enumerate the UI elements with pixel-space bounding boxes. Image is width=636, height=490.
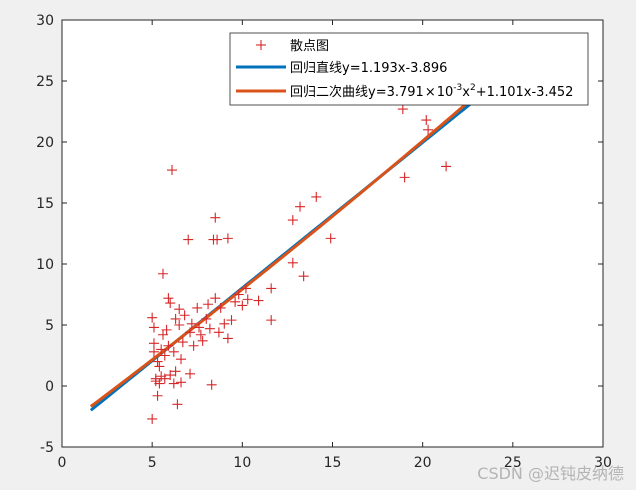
- scatter-point: [154, 361, 165, 372]
- scatter-point: [185, 368, 196, 379]
- scatter-point: [185, 327, 196, 338]
- y-tick-label: 0: [45, 379, 54, 395]
- scatter-point: [170, 366, 181, 377]
- scatter-point: [441, 161, 452, 172]
- scatter-point: [174, 320, 185, 330]
- y-tick-label: 20: [36, 135, 54, 151]
- scatter-point: [298, 271, 309, 282]
- scatter-point: [423, 124, 434, 135]
- x-tick-label: 15: [324, 455, 342, 471]
- legend-label-quadratic: 回归二次曲线y=3.791×10-3x2+1.101x-3.452: [290, 83, 573, 100]
- scatter-point: [215, 302, 226, 313]
- scatter-point: [204, 323, 215, 334]
- scatter-point: [148, 322, 159, 333]
- y-tick-label: 30: [36, 13, 54, 29]
- scatter-point: [148, 338, 159, 349]
- scatter-point: [186, 318, 197, 329]
- scatter-point: [156, 344, 167, 355]
- scatter-point: [177, 337, 188, 348]
- scatter-point: [188, 340, 199, 351]
- scatter-point: [152, 390, 163, 401]
- scatter-point: [201, 313, 212, 324]
- quadratic-regression-curve: [89, 96, 475, 408]
- x-tick-label: 10: [233, 455, 251, 471]
- scatter-points: [147, 104, 452, 424]
- scatter-point: [170, 313, 181, 324]
- scatter-point: [197, 335, 208, 346]
- y-tick-label: 5: [45, 318, 54, 334]
- scatter-point: [163, 340, 174, 351]
- scatter-point: [210, 212, 221, 223]
- scatter-point: [152, 356, 163, 367]
- scatter-point: [266, 315, 277, 326]
- scatter-point: [157, 268, 168, 279]
- scatter-point: [399, 172, 410, 183]
- scatter-point: [253, 295, 264, 306]
- scatter-point: [194, 322, 205, 333]
- scatter-point: [242, 294, 253, 305]
- scatter-point: [287, 257, 298, 268]
- scatter-point: [167, 165, 178, 176]
- scatter-point: [165, 298, 176, 309]
- scatter-point: [154, 378, 165, 389]
- scatter-point: [219, 318, 230, 329]
- y-tick-label: -5: [40, 440, 54, 456]
- legend: 散点图 回归直线y=1.193x-3.896 回归二次曲线y=3.791×10-…: [229, 32, 589, 106]
- scatter-point: [168, 378, 179, 389]
- legend-label-scatter: 散点图: [290, 39, 329, 54]
- x-tick-label: 25: [504, 455, 522, 471]
- scatter-point: [222, 333, 233, 344]
- scatter-point: [192, 302, 203, 313]
- scatter-point: [212, 234, 223, 245]
- scatter-point: [195, 329, 206, 340]
- scatter-point: [161, 324, 172, 335]
- legend-label-linear: 回归直线y=1.193x-3.896: [290, 61, 447, 76]
- scatter-point: [222, 233, 233, 244]
- regression-lines: [89, 96, 475, 412]
- y-tick-label: 15: [36, 196, 54, 212]
- scatter-point: [147, 413, 158, 424]
- scatter-point: [266, 283, 277, 294]
- scatter-point: [172, 399, 183, 410]
- scatter-point: [165, 370, 176, 381]
- scatter-point: [233, 289, 244, 300]
- legend-marker-scatter: [256, 40, 266, 50]
- scatter-point: [240, 283, 251, 294]
- scatter-point: [421, 115, 432, 126]
- scatter-point: [203, 299, 214, 310]
- scatter-point: [325, 233, 336, 244]
- scatter-point: [163, 293, 174, 304]
- scatter-point: [397, 104, 408, 115]
- scatter-point: [159, 350, 170, 361]
- y-tick-label: 10: [36, 257, 54, 273]
- y-tick-label: 25: [36, 74, 54, 90]
- x-tick-label: 5: [148, 455, 157, 471]
- x-tick-label: 0: [58, 455, 67, 471]
- scatter-point: [213, 327, 224, 338]
- scatter-point: [148, 346, 159, 357]
- watermark: CSDN @迟钝皮纳德: [477, 464, 624, 483]
- scatter-point: [176, 377, 187, 388]
- scatter-point: [174, 304, 185, 315]
- scatter-point: [168, 346, 179, 357]
- legend-box: [229, 32, 589, 106]
- scatter-point: [230, 296, 241, 307]
- scatter-point: [147, 312, 158, 323]
- scatter-point: [226, 315, 237, 326]
- scatter-point: [159, 373, 170, 384]
- scatter-point: [206, 379, 217, 390]
- scatter-point: [210, 293, 221, 304]
- scatter-point: [183, 234, 194, 245]
- scatter-point: [179, 310, 190, 321]
- scatter-point: [295, 201, 306, 212]
- scatter-point: [176, 354, 187, 365]
- scatter-point: [311, 191, 322, 202]
- x-tick-label: 20: [414, 455, 432, 471]
- scatter-point: [287, 215, 298, 226]
- scatter-point: [237, 300, 248, 311]
- x-tick-label: 30: [594, 455, 612, 471]
